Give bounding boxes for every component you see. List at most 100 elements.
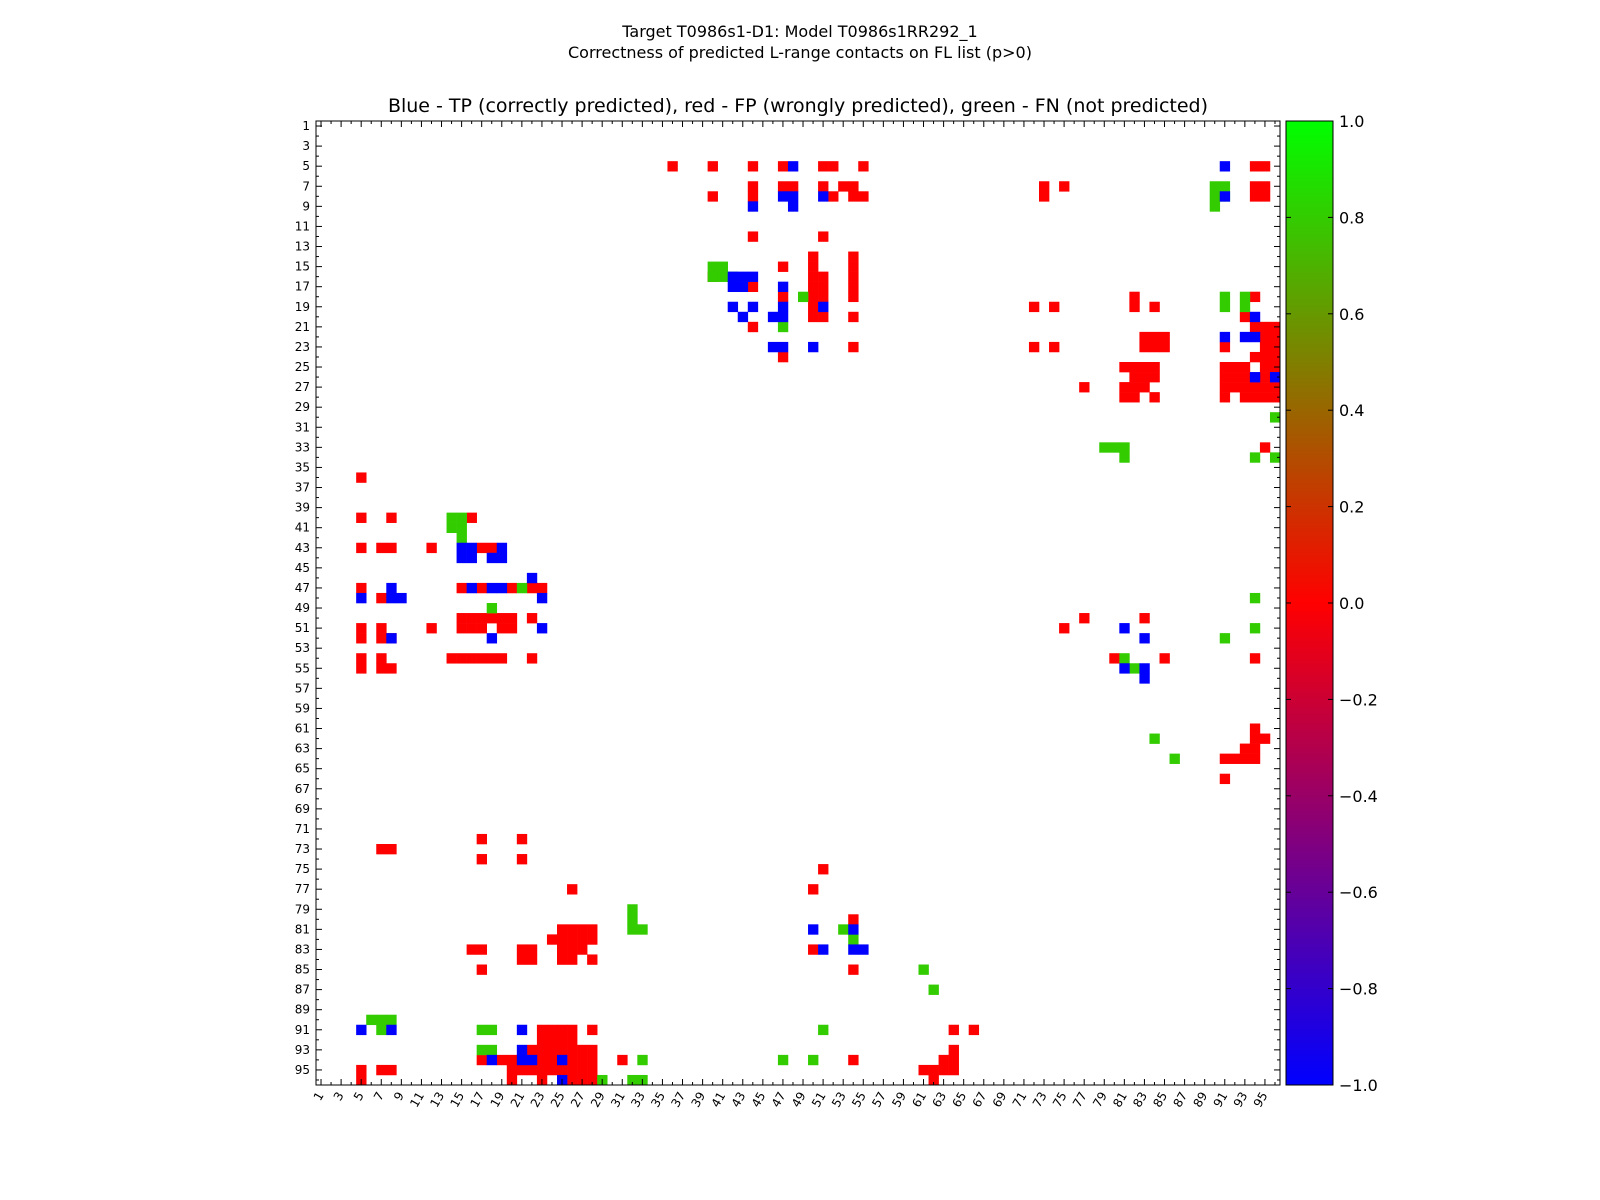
x-tick-label: 37 xyxy=(668,1090,688,1110)
x-tick-label: 33 xyxy=(628,1090,648,1110)
cell-fp xyxy=(747,231,759,242)
cell-fp xyxy=(476,854,488,865)
cell-fp xyxy=(376,592,387,604)
y-tick-label: 27 xyxy=(295,380,310,394)
cell-fp xyxy=(818,231,829,242)
cell-fp xyxy=(476,653,488,664)
cell-fp xyxy=(1259,331,1271,343)
cell-tp xyxy=(727,301,739,313)
cell-fp xyxy=(476,964,488,975)
cell-fp xyxy=(1249,351,1261,363)
cell-tp xyxy=(496,542,508,554)
cell-fp xyxy=(1129,392,1140,403)
cell-fp xyxy=(747,321,759,333)
cell-tp xyxy=(808,924,819,935)
cell-fp xyxy=(557,954,568,965)
cell-tp xyxy=(396,592,407,604)
colorbar-tick-label: 0.4 xyxy=(1339,401,1364,420)
cell-fp xyxy=(777,291,789,303)
cell-fp xyxy=(848,191,859,202)
cell-fn xyxy=(808,1054,819,1066)
x-tick-label: 7 xyxy=(371,1090,387,1104)
cell-fp xyxy=(587,1054,598,1066)
cell-fp xyxy=(526,1064,538,1076)
x-tick-label: 47 xyxy=(769,1090,789,1110)
cell-tp xyxy=(466,542,477,554)
cell-tp xyxy=(456,552,467,564)
cell-fp xyxy=(1219,372,1231,383)
cell-fp xyxy=(506,582,518,594)
cell-fp xyxy=(777,181,789,192)
cell-fp xyxy=(818,181,829,192)
cell-fn xyxy=(1269,412,1281,423)
cell-fp xyxy=(376,542,387,554)
x-tick-label: 19 xyxy=(488,1090,508,1110)
x-tick-label: 1 xyxy=(311,1090,327,1104)
cell-fp xyxy=(466,512,477,523)
cell-fp xyxy=(747,191,759,202)
cell-fp xyxy=(526,954,538,965)
cell-fp xyxy=(1149,392,1160,403)
cell-fp xyxy=(928,1064,939,1076)
cell-fp xyxy=(536,1024,548,1036)
cell-fn xyxy=(838,924,849,935)
cell-fn xyxy=(486,1044,498,1056)
cell-fp xyxy=(848,261,859,272)
cell-fp xyxy=(567,1024,578,1036)
cell-tp xyxy=(808,341,819,353)
cell-fn xyxy=(1249,452,1261,463)
cell-fp xyxy=(808,291,819,303)
y-tick-label: 55 xyxy=(295,661,310,675)
cell-fp xyxy=(546,1024,558,1036)
cell-fn xyxy=(627,1074,638,1086)
y-tick-label: 11 xyxy=(295,219,310,233)
cell-tp xyxy=(526,572,538,584)
cell-fp xyxy=(938,1054,949,1066)
cell-fp xyxy=(808,261,819,272)
cell-tp xyxy=(727,281,739,293)
cell-fp xyxy=(496,623,508,634)
cell-fn xyxy=(1119,452,1130,463)
y-tick-label: 43 xyxy=(295,541,310,555)
y-tick-label: 65 xyxy=(295,762,310,776)
cell-fp xyxy=(587,1024,598,1036)
cell-fp xyxy=(1219,392,1231,403)
cell-fp xyxy=(1229,362,1241,373)
cell-fp xyxy=(1259,321,1271,333)
cell-fp xyxy=(587,954,598,965)
x-tick-label: 83 xyxy=(1130,1090,1150,1110)
x-tick-label: 71 xyxy=(1010,1090,1030,1110)
cell-fp xyxy=(848,281,859,293)
cell-fp xyxy=(356,512,367,523)
cell-fp xyxy=(567,1064,578,1076)
cell-tp xyxy=(486,1054,498,1066)
y-tick-label: 85 xyxy=(295,963,310,977)
cell-fp xyxy=(386,844,397,855)
cell-fp xyxy=(617,1054,628,1066)
cell-fp xyxy=(1259,161,1271,172)
cell-fp xyxy=(1259,351,1271,363)
colorbar-tick-label: 0.0 xyxy=(1339,594,1364,613)
cell-tp xyxy=(747,201,759,212)
cell-fp xyxy=(356,542,367,554)
cell-fp xyxy=(808,311,819,323)
cell-tp xyxy=(1239,331,1251,343)
cell-fp xyxy=(476,623,488,634)
cell-fp xyxy=(506,613,518,624)
x-tick-label: 13 xyxy=(427,1090,447,1110)
cell-fp xyxy=(557,1064,568,1076)
cell-fp xyxy=(747,181,759,192)
cell-tp xyxy=(777,311,789,323)
cell-fp xyxy=(426,542,437,554)
cell-fp xyxy=(1219,773,1231,785)
cell-tp xyxy=(466,552,477,564)
cell-fn xyxy=(717,271,729,282)
cell-fp xyxy=(536,582,548,594)
cell-fp xyxy=(818,281,829,293)
colorbar-tick-label: −0.4 xyxy=(1339,787,1378,806)
cell-fp xyxy=(506,1074,518,1086)
cell-fp xyxy=(1139,613,1150,624)
cell-fp xyxy=(1249,653,1261,664)
cell-tp xyxy=(787,201,799,212)
cell-tp xyxy=(848,924,859,935)
